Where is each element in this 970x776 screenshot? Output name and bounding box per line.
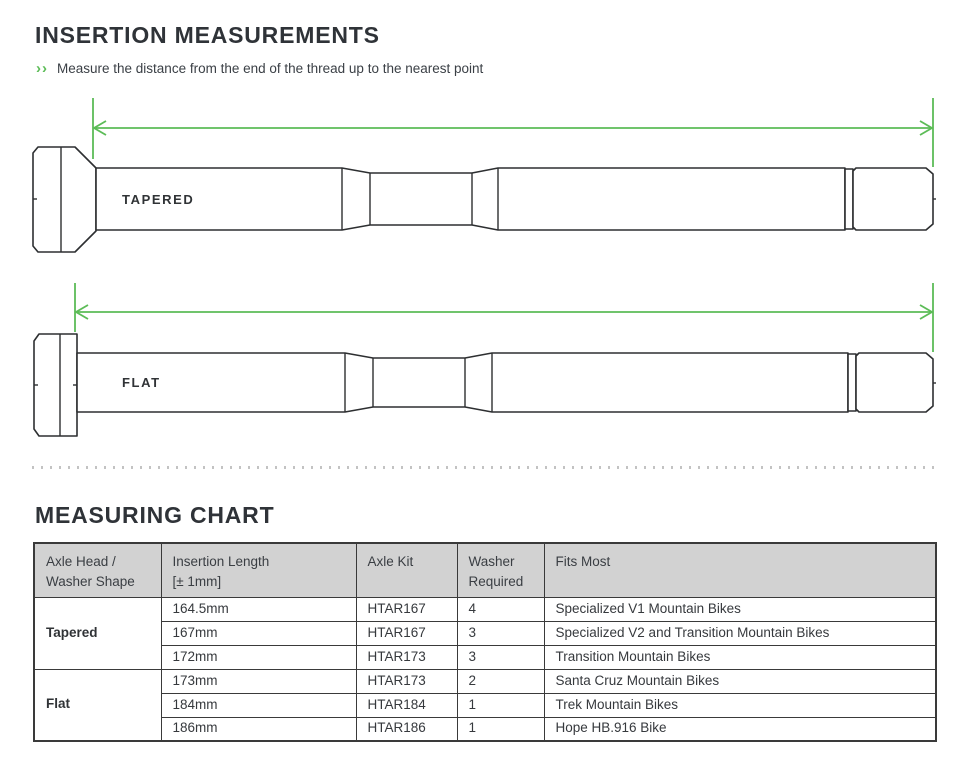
cell-washers: 2 bbox=[456, 668, 545, 694]
header-line: Insertion Length bbox=[172, 554, 270, 569]
cell-length: 173mm bbox=[160, 668, 357, 694]
header-washer-required: Washer Required bbox=[456, 542, 545, 598]
header-insertion-length: Insertion Length [± 1mm] bbox=[160, 542, 357, 598]
axle-head bbox=[33, 333, 78, 437]
header-axle-head: Axle Head / Washer Shape bbox=[33, 542, 162, 598]
tapered-axle-drawing bbox=[32, 98, 936, 253]
cell-washers: 1 bbox=[456, 716, 545, 742]
cell-kit: HTAR167 bbox=[355, 620, 458, 646]
table-row: 184mm HTAR184 1 Trek Mountain Bikes bbox=[34, 692, 937, 718]
dotted-divider bbox=[32, 466, 938, 469]
header-line: Fits Most bbox=[555, 554, 611, 569]
axle-thread-end bbox=[852, 167, 934, 231]
header-row: Axle Head / Washer Shape Insertion Lengt… bbox=[33, 542, 937, 598]
cell-fits: Santa Cruz Mountain Bikes bbox=[543, 668, 937, 694]
cell-washers: 3 bbox=[456, 644, 545, 670]
header-fits-most: Fits Most bbox=[543, 542, 937, 598]
tapered-axle-outline bbox=[32, 146, 936, 253]
header-line: Required bbox=[468, 573, 524, 589]
cell-shape: Flat bbox=[33, 668, 162, 742]
header-line: Washer bbox=[468, 554, 515, 569]
header-line: Washer Shape bbox=[46, 573, 135, 589]
cell-kit: HTAR173 bbox=[355, 644, 458, 670]
axle-thread-end bbox=[855, 352, 934, 413]
table-row: 172mm HTAR173 3 Transition Mountain Bike… bbox=[34, 644, 937, 670]
chart-title: MEASURING CHART bbox=[35, 502, 275, 528]
cell-washers: 3 bbox=[456, 620, 545, 646]
cell-washers: 4 bbox=[456, 596, 545, 622]
header-line: Axle Kit bbox=[367, 554, 414, 569]
table-row: Flat 173mm HTAR173 2 Santa Cruz Mountain… bbox=[33, 668, 937, 742]
cell-kit: HTAR186 bbox=[355, 716, 458, 742]
cell-fits: Hope HB.916 Bike bbox=[543, 716, 937, 742]
cell-length: 186mm bbox=[160, 716, 357, 742]
flat-axle-drawing bbox=[33, 283, 936, 437]
cell-kit: HTAR173 bbox=[355, 668, 458, 694]
header-axle-kit: Axle Kit bbox=[355, 542, 458, 598]
diagram-flat-axle: FLAT bbox=[30, 278, 940, 448]
diagram-tapered-axle: TAPERED bbox=[30, 95, 940, 265]
measurement-arrow bbox=[92, 98, 934, 167]
axle-groove bbox=[847, 353, 857, 412]
cell-washers: 1 bbox=[456, 692, 545, 718]
cell-fits: Transition Mountain Bikes bbox=[543, 644, 937, 670]
table-body: Tapered 164.5mm HTAR167 4 Specialized V1… bbox=[33, 596, 937, 742]
cell-fits: Specialized V1 Mountain Bikes bbox=[543, 596, 937, 622]
instruction-text: Measure the distance from the end of the… bbox=[57, 61, 484, 76]
header-line: Axle Head / bbox=[46, 554, 116, 569]
cell-length: 167mm bbox=[160, 620, 357, 646]
measuring-chart-table: Axle Head / Washer Shape Insertion Lengt… bbox=[33, 542, 937, 742]
cell-length: 184mm bbox=[160, 692, 357, 718]
table-row: 167mm HTAR167 3 Specialized V2 and Trans… bbox=[34, 620, 937, 646]
axle-head bbox=[32, 146, 97, 253]
instruction-note: ›› Measure the distance from the end of t… bbox=[36, 60, 483, 77]
cell-kit: HTAR167 bbox=[355, 596, 458, 622]
cell-kit: HTAR184 bbox=[355, 692, 458, 718]
cell-shape: Tapered bbox=[33, 596, 162, 670]
flat-axle-outline bbox=[33, 333, 936, 437]
measurement-arrow bbox=[74, 283, 934, 352]
double-chevron-icon: ›› bbox=[36, 60, 48, 77]
table-header: Axle Head / Washer Shape Insertion Lengt… bbox=[33, 542, 937, 598]
header-line: [± 1mm] bbox=[172, 573, 222, 589]
table-row: 186mm HTAR186 1 Hope HB.916 Bike bbox=[34, 716, 937, 742]
page-title: INSERTION MEASUREMENTS bbox=[35, 22, 380, 48]
axle-shaft bbox=[76, 352, 849, 413]
tapered-axle-label: TAPERED bbox=[122, 192, 195, 207]
cell-length: 164.5mm bbox=[160, 596, 357, 622]
axle-groove bbox=[844, 168, 854, 230]
flat-axle-label: FLAT bbox=[122, 375, 161, 390]
axle-shaft bbox=[95, 167, 846, 231]
cell-fits: Specialized V2 and Transition Mountain B… bbox=[543, 620, 937, 646]
cell-fits: Trek Mountain Bikes bbox=[543, 692, 937, 718]
cell-length: 172mm bbox=[160, 644, 357, 670]
table-row: Tapered 164.5mm HTAR167 4 Specialized V1… bbox=[33, 596, 937, 670]
